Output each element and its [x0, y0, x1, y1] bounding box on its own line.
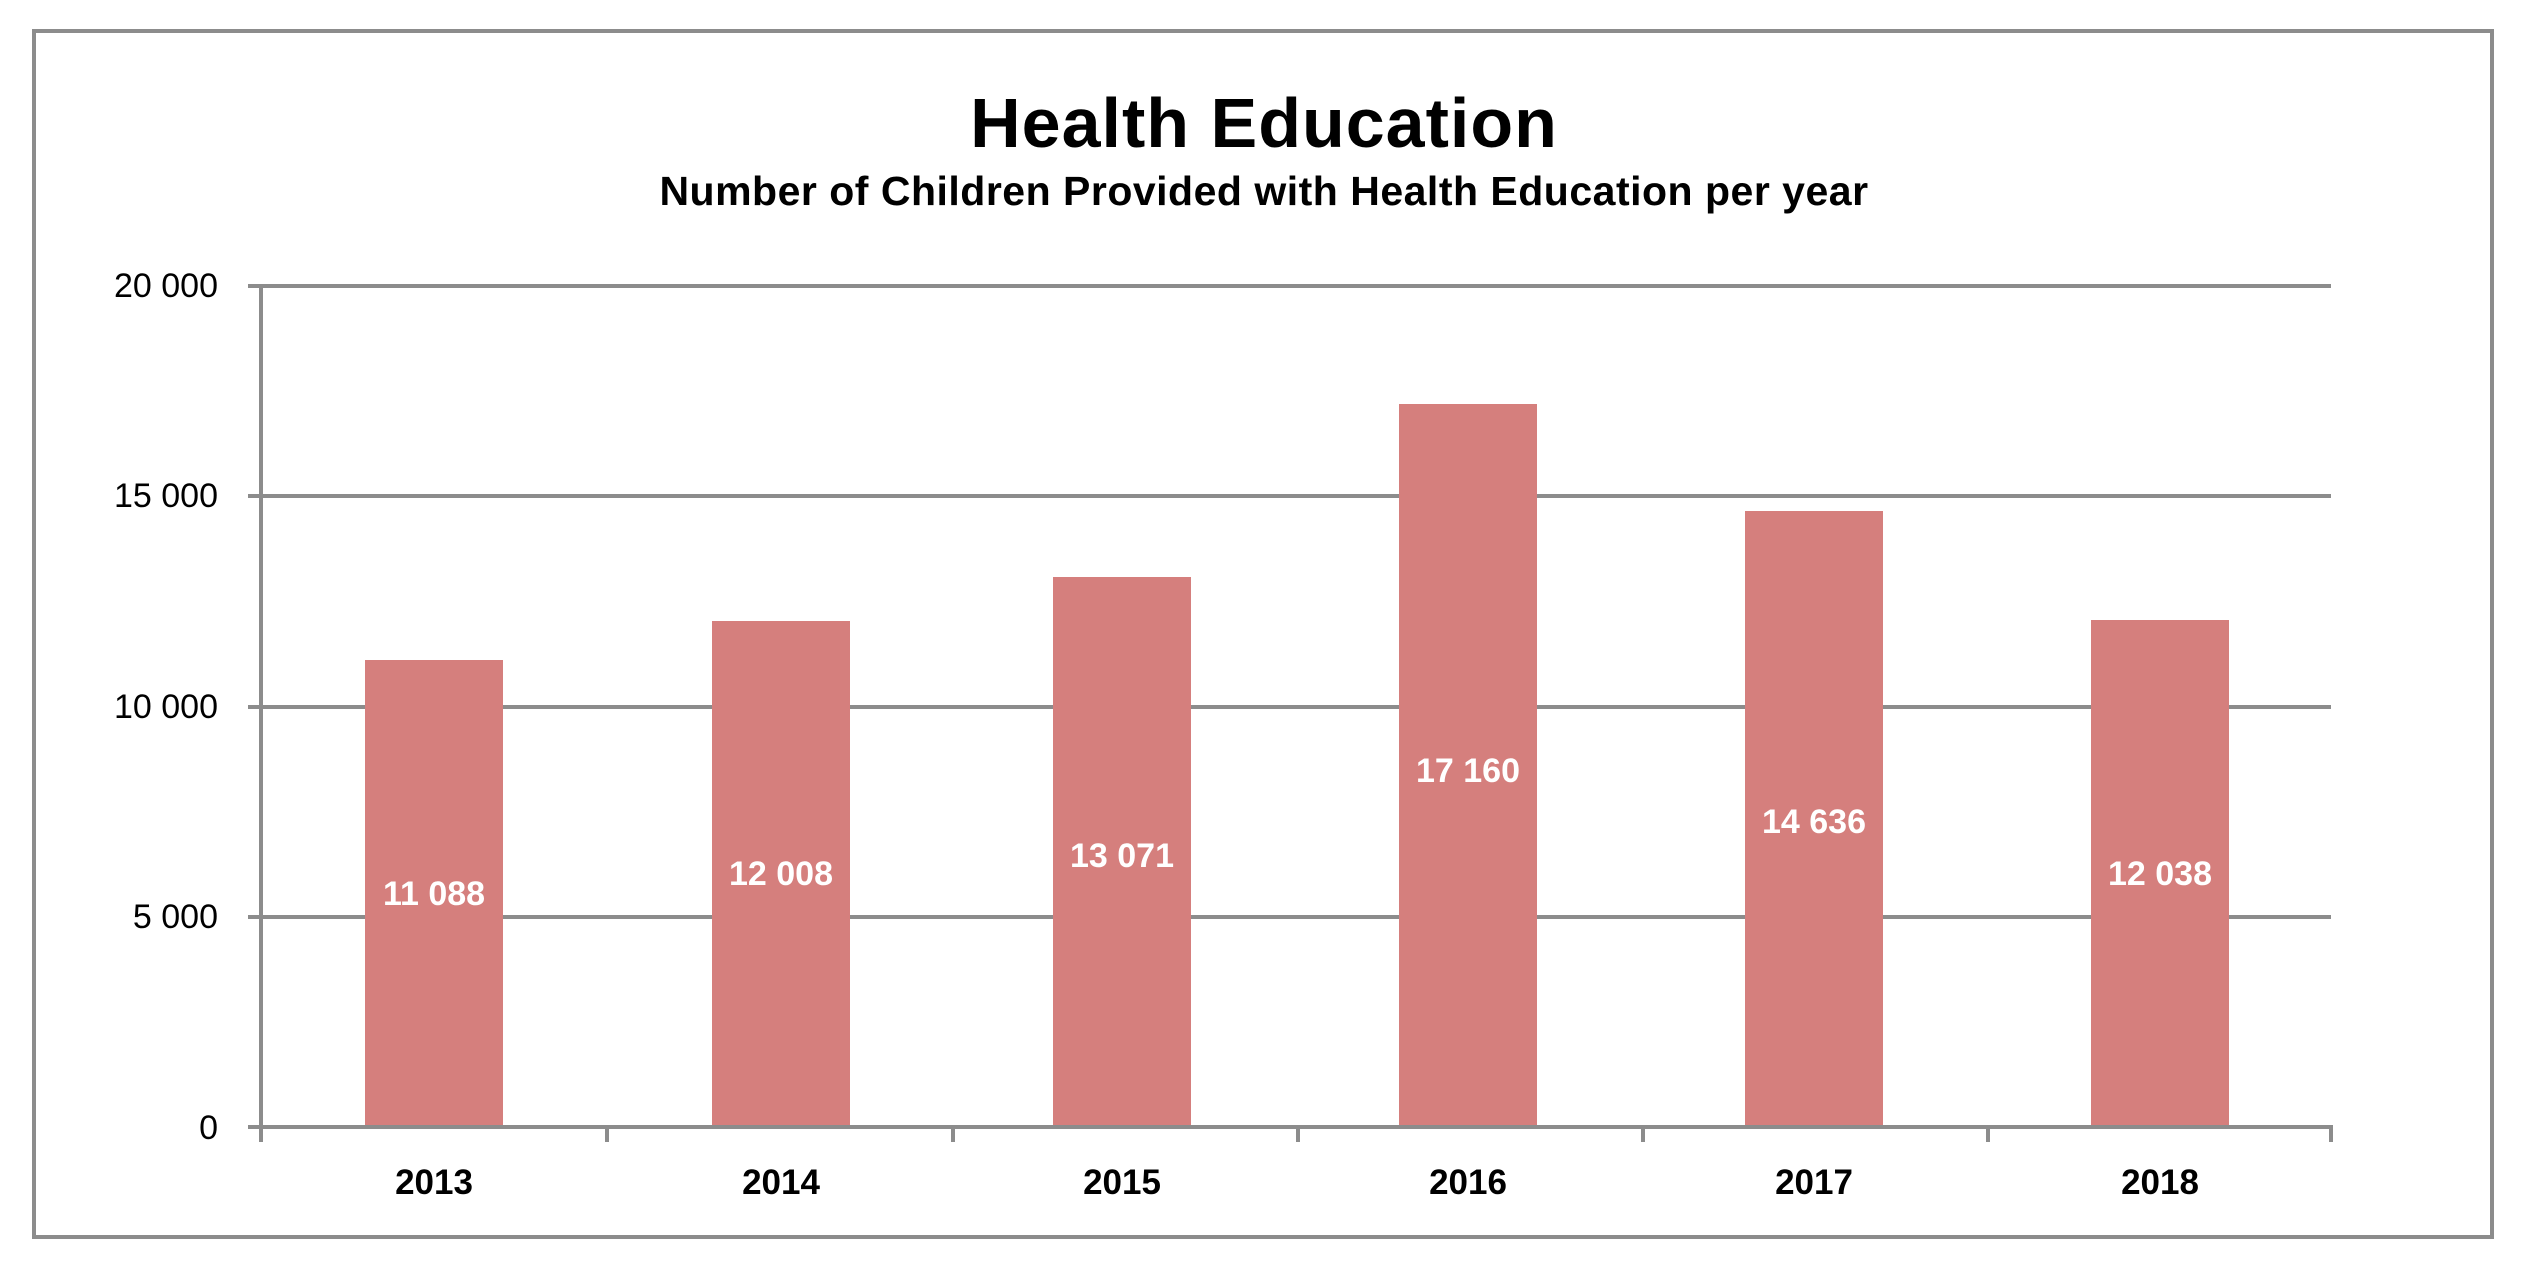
x-label-2017: 2017	[1775, 1163, 1853, 1202]
chart-title: Health Education	[970, 84, 1558, 162]
x-label-2014: 2014	[742, 1163, 820, 1202]
y-tick-label: 10 000	[114, 688, 218, 726]
bar-2017[interactable]: 14 636	[1745, 511, 1883, 1127]
x-tick	[259, 1128, 263, 1142]
x-tick	[1641, 1128, 1645, 1142]
y-tick-label: 5 000	[132, 898, 218, 936]
data-label: 12 008	[729, 855, 833, 893]
x-label-2015: 2015	[1083, 1163, 1161, 1202]
x-tick	[1296, 1128, 1300, 1142]
data-label: 12 038	[2108, 855, 2212, 893]
data-label: 13 071	[1070, 837, 1174, 875]
gridline-5000	[248, 915, 2331, 919]
y-tick-label: 0	[199, 1109, 218, 1147]
chart-subtitle: Number of Children Provided with Health …	[659, 168, 1869, 214]
y-tick-label: 20 000	[114, 267, 218, 305]
x-label-2016: 2016	[1429, 1163, 1507, 1202]
bar-2018[interactable]: 12 038	[2091, 620, 2229, 1127]
x-tick	[1986, 1128, 1990, 1142]
gridline-20000	[248, 284, 2331, 288]
data-label: 11 088	[382, 875, 486, 913]
y-axis	[259, 286, 263, 1142]
data-label: 17 160	[1416, 752, 1520, 790]
x-label-2018: 2018	[2121, 1163, 2199, 1202]
y-tick-label: 15 000	[114, 477, 218, 515]
x-tick	[605, 1128, 609, 1142]
bar-2014[interactable]: 12 008	[712, 621, 850, 1127]
x-label-2013: 2013	[395, 1163, 473, 1202]
x-axis	[248, 1125, 2333, 1129]
gridline-10000	[248, 705, 2331, 709]
gridline-15000	[248, 494, 2331, 498]
bar-2015[interactable]: 13 071	[1053, 577, 1191, 1127]
x-tick	[951, 1128, 955, 1142]
bar-2013[interactable]: 11 088	[365, 660, 503, 1127]
data-label: 14 636	[1762, 803, 1866, 841]
bar-2016[interactable]: 17 160	[1399, 404, 1537, 1127]
x-tick	[2329, 1128, 2333, 1142]
